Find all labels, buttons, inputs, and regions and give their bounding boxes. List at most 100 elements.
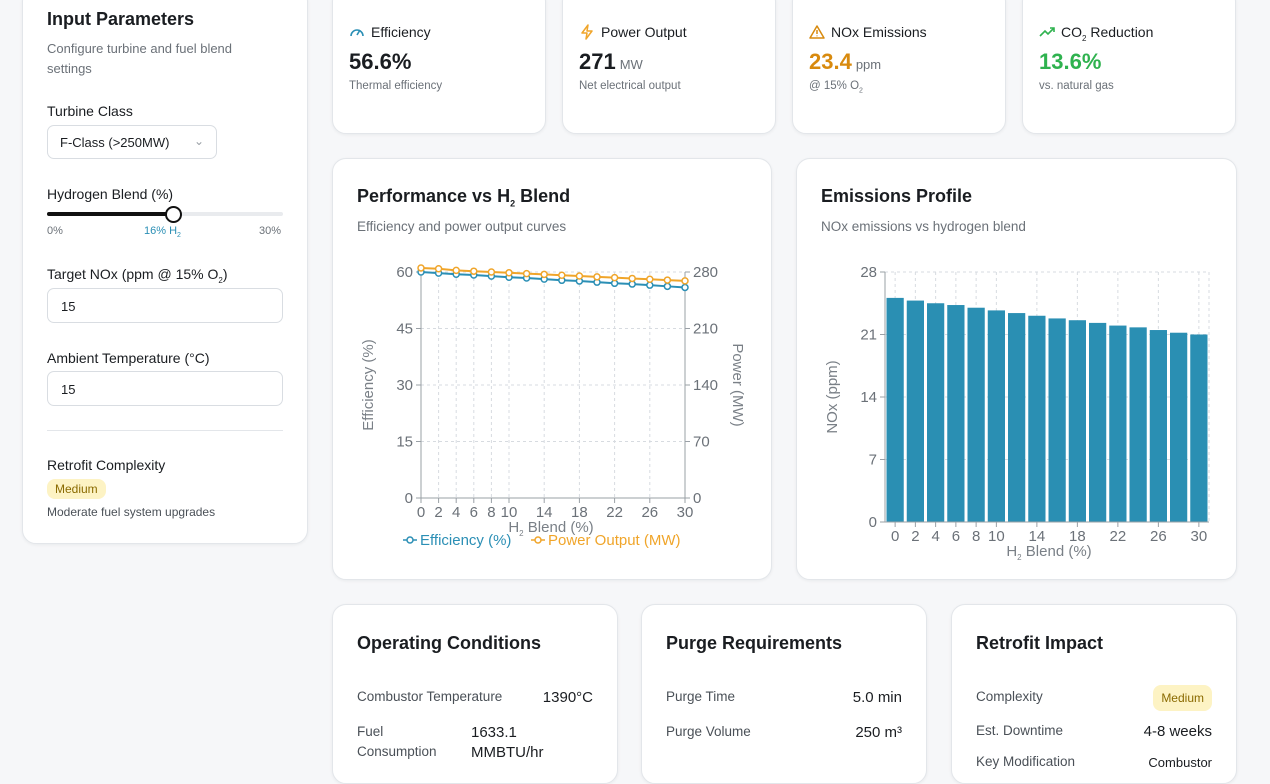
bar [886,297,904,522]
hydrogen-blend-label: Hydrogen Blend (%) [47,186,174,202]
data-point [628,274,636,283]
nox-emissions-note: @ 15% O2 [809,80,863,95]
y2-tick-label: 0 [693,490,701,507]
y-axis-title: Efficiency (%) [360,339,377,430]
purge-requirements-card: Purge Requirements Purge Time 5.0 min Pu… [641,604,927,784]
y-tick-label: 30 [396,377,413,394]
bar [1190,334,1208,522]
x-axis-title: H2 Blend (%) [508,519,593,538]
downtime-label: Est. Downtime [976,723,1064,738]
x-tick-label: 14 [1029,528,1046,545]
bar [967,307,985,522]
nox-emissions-card: NOx Emissions 23.4 ppm @ 15% O2 [792,0,1006,134]
y-tick-label: 0 [869,514,877,531]
bar [1008,313,1026,522]
panel-subtitle: Configure turbine and fuel blend setting… [47,41,233,76]
x-tick-label: 18 [1069,528,1086,545]
slider-max-label: 30% [259,225,282,237]
performance-chart-title: Performance vs H2 Blend [357,186,571,209]
turbine-class-select[interactable]: F-Class (>250MW) ⌄ [47,125,217,159]
operating-conditions-title: Operating Conditions [357,633,541,653]
x-tick-label: 2 [434,504,442,521]
bar [1089,322,1107,522]
power-output-value: 271 MW [579,49,643,74]
emissions-chart-title: Emissions Profile [821,186,973,206]
performance-chart-card: Performance vs H2 Blend Efficiency and p… [332,158,772,580]
data-point [417,264,425,272]
complexity-badge: Medium [1153,685,1212,711]
y2-tick-label: 140 [693,377,718,394]
target-nox-input[interactable]: 15 [47,288,283,323]
operating-conditions-card: Operating Conditions Combustor Temperatu… [332,604,618,784]
data-point [610,273,619,282]
y-tick-label: 0 [405,490,413,507]
slider-thumb[interactable] [164,206,182,223]
x-tick-label: 30 [677,504,694,521]
chevron-down-icon: ⌄ [193,134,204,148]
slider-current-label: 16% H2 [144,225,181,240]
x-tick-label: 2 [911,528,919,545]
x-tick-label: 30 [1191,528,1208,545]
turbine-class-label: Turbine Class [47,103,133,119]
slider-fill [47,212,173,216]
power-output-card: Power Output 271 MW Net electrical output [562,0,776,134]
hydrogen-blend-slider[interactable] [47,206,283,223]
purge-volume-label: Purge Volume [666,724,751,739]
bar [987,310,1005,522]
x-tick-label: 0 [891,528,899,545]
x-tick-label: 10 [988,528,1005,545]
combustor-temperature-value: 1390°C [542,689,593,706]
divider [47,430,283,431]
data-point [487,268,496,276]
ambient-temperature-label: Ambient Temperature (°C) [47,350,210,366]
y2-tick-label: 280 [693,264,718,281]
data-point [575,272,584,280]
nox-emissions-value: 23.4 ppm [809,49,882,74]
y-axis-title: NOx (ppm) [824,360,841,433]
slider-min-label: 0% [47,225,63,237]
retrofit-impact-card: Retrofit Impact Complexity Medium Est. D… [951,604,1237,784]
co2-reduction-card: CO2 Reduction 13.6% vs. natural gas [1022,0,1236,134]
emissions-chart-card: Emissions Profile NOx emissions vs hydro… [796,158,1237,580]
data-point [663,282,672,291]
data-point [593,273,601,281]
x-tick-label: 0 [417,504,425,521]
retrofit-note: Moderate fuel system upgrades [47,505,216,519]
key-modification-label: Key Modification [976,754,1076,769]
fuel-consumption-value: 1633.1 MMBTU/hr [471,724,544,761]
x-tick-label: 6 [470,504,478,521]
complexity-label: Complexity [976,689,1043,704]
retrofit-complexity-badge: Medium [47,479,106,499]
data-point [434,265,443,273]
y-tick-label: 45 [396,321,413,338]
warning-triangle-icon [809,21,825,40]
y-tick-label: 21 [860,327,877,344]
bar [1068,320,1086,522]
y2-tick-label: 210 [693,321,718,338]
co2-reduction-note: vs. natural gas [1039,80,1114,92]
purge-time-value: 5.0 min [852,689,902,706]
x-tick-label: 6 [952,528,960,545]
x-tick-label: 22 [606,504,623,521]
bar [1149,330,1167,522]
data-point [505,269,513,277]
data-point [663,276,672,284]
fuel-consumption-label: Fuel Consumption [357,724,437,759]
target-nox-label: Target NOx (ppm @ 15% O2) [47,266,228,285]
data-point [681,277,689,285]
x-axis-title: H2 Blend (%) [1006,543,1091,562]
retrofit-complexity-label: Retrofit Complexity [47,457,166,473]
data-point [646,275,654,284]
x-tick-label: 26 [1150,528,1167,545]
bar [1129,327,1147,522]
x-tick-label: 8 [972,528,980,545]
ambient-temperature-input[interactable]: 15 [47,371,283,406]
x-tick-label: 10 [501,504,518,521]
co2-reduction-value: 13.6% [1039,49,1102,74]
performance-chart-subtitle: Efficiency and power output curves [357,219,567,234]
trending-up-icon [1039,21,1055,40]
bar [1028,315,1046,522]
data-point [646,281,654,289]
